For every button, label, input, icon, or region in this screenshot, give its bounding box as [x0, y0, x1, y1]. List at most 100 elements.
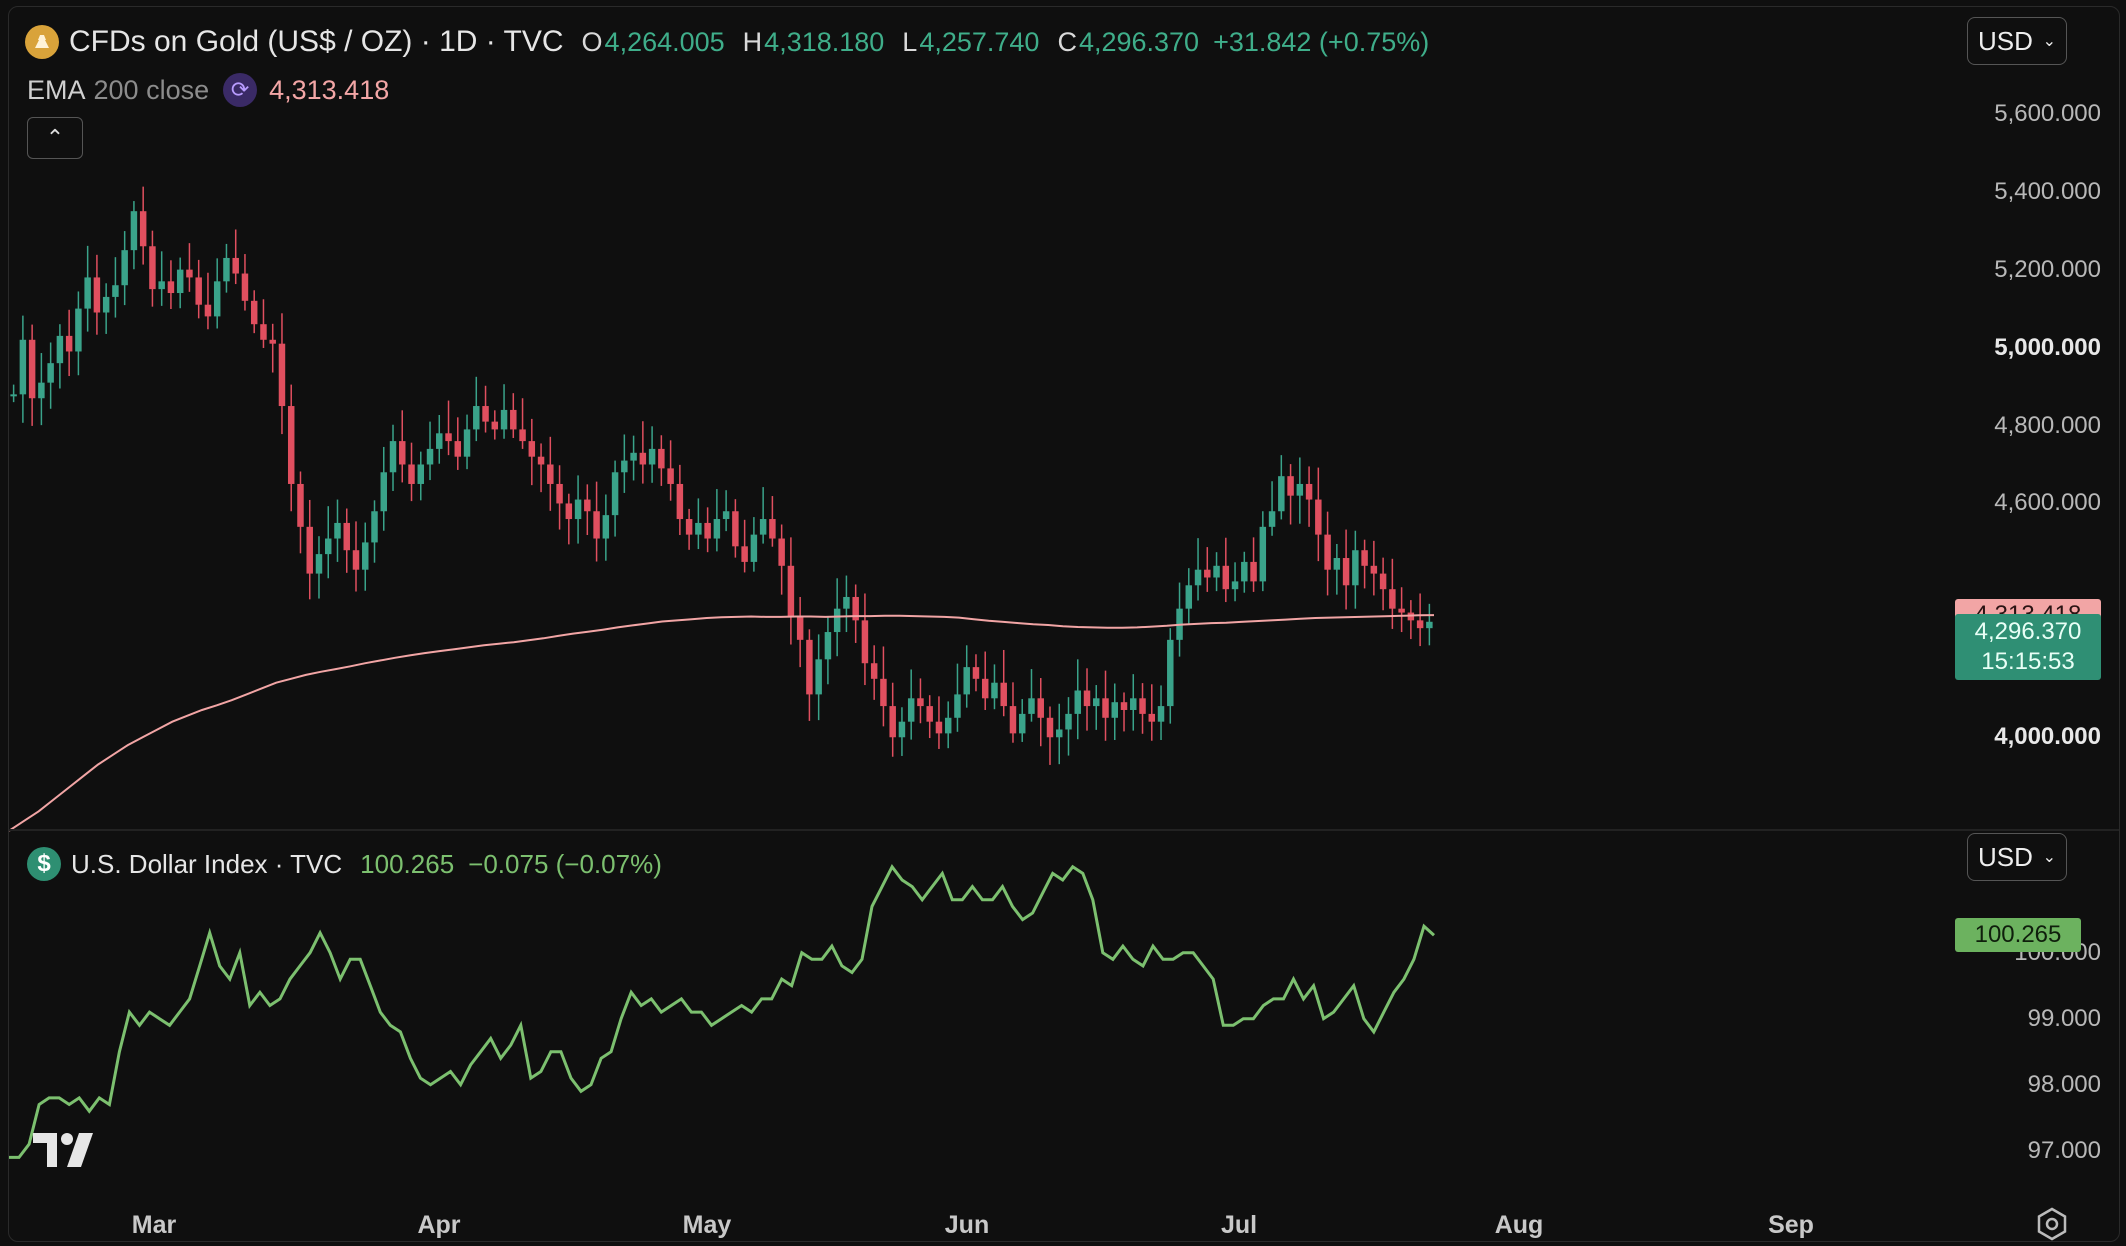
- candle-body: [1056, 729, 1063, 738]
- candle-body: [1028, 698, 1035, 714]
- candle-body: [695, 522, 702, 535]
- candle-body: [963, 667, 970, 695]
- candle-body: [667, 468, 674, 484]
- candle-body: [213, 281, 221, 317]
- gold-icon: [25, 25, 59, 59]
- symbol-title[interactable]: CFDs on Gold (US$ / OZ) · 1D · TVC: [69, 25, 564, 58]
- candle-body: [565, 503, 573, 520]
- candle-body: [287, 406, 295, 484]
- candle-body: [1037, 698, 1044, 718]
- candle-body: [1157, 706, 1165, 722]
- y-tick-label: 5,400.000: [1994, 177, 2101, 205]
- chart-canvas[interactable]: [9, 7, 2119, 1241]
- candle-body: [991, 682, 998, 699]
- high-value: 4,318.180: [764, 26, 885, 57]
- x-tick-label: Aug: [1494, 1211, 1544, 1239]
- candle-body: [1268, 511, 1276, 527]
- ema-name: EMA: [27, 74, 86, 105]
- candle-body: [158, 281, 165, 290]
- candle-body: [352, 550, 360, 570]
- tradingview-logo[interactable]: [33, 1133, 103, 1172]
- top-legend: CFDs on Gold (US$ / OZ) · 1D · TVC O 4,2…: [25, 25, 1429, 59]
- y-tick-label: 5,200.000: [1994, 255, 2101, 283]
- candle-body: [759, 519, 767, 535]
- candle-body: [1426, 621, 1433, 629]
- candle-body: [269, 339, 276, 344]
- close-value: 4,296.370: [1078, 26, 1200, 57]
- candle-body: [1361, 550, 1368, 566]
- candle-body: [436, 433, 443, 449]
- candle-body: [1000, 682, 1007, 707]
- pane-divider[interactable]: [9, 829, 2119, 831]
- currency-label: USD: [1978, 841, 2033, 872]
- candle-body: [1213, 565, 1220, 578]
- candle-body: [1259, 526, 1267, 582]
- candle-body: [917, 698, 924, 707]
- y-tick-label: 97.000: [2027, 1136, 2101, 1164]
- candle-body: [371, 511, 378, 543]
- candle-body: [491, 421, 499, 430]
- candle-body: [870, 663, 878, 679]
- y-tick-label: 99.000: [2027, 1004, 2101, 1032]
- candle-body: [1296, 483, 1304, 496]
- candle-body: [232, 257, 239, 274]
- candle-body: [334, 522, 341, 539]
- candle-body: [602, 515, 610, 539]
- candle-body: [815, 659, 822, 695]
- candle-body: [482, 406, 489, 422]
- candle-body: [621, 460, 628, 473]
- candle-body: [1278, 476, 1285, 512]
- candle-body: [704, 522, 711, 539]
- candle-body: [389, 441, 397, 473]
- candle-body: [130, 211, 138, 251]
- currency-select-top[interactable]: USD ⌄: [1967, 17, 2067, 65]
- candle-body: [787, 565, 795, 617]
- candle-body: [473, 406, 480, 430]
- candle-body: [1324, 534, 1331, 570]
- candle-body: [463, 429, 471, 457]
- dxy-price-tag: 100.265: [1955, 918, 2081, 953]
- candle-body: [93, 277, 101, 313]
- y-tick-label: 4,600.000: [1994, 489, 2101, 517]
- dxy-title[interactable]: U.S. Dollar Index · TVC: [71, 848, 343, 879]
- candle-body: [1018, 713, 1026, 734]
- candle-body: [1222, 565, 1230, 590]
- candle-body: [806, 639, 813, 695]
- y-tick-label: 5,000.000: [1994, 333, 2101, 361]
- candle-body: [907, 698, 915, 722]
- candle-body: [195, 277, 202, 305]
- candle-body: [648, 448, 656, 465]
- candle-body: [593, 511, 600, 539]
- chevron-down-icon: ⌄: [2042, 849, 2056, 866]
- candle-body: [796, 616, 804, 640]
- candle-body: [769, 519, 776, 539]
- candle-body: [981, 678, 989, 699]
- settings-icon[interactable]: [2035, 1207, 2069, 1241]
- open-value: 4,264.005: [604, 26, 725, 57]
- candle-body: [176, 269, 184, 294]
- sync-icon[interactable]: ⟳: [223, 73, 258, 107]
- candle-body: [519, 429, 526, 442]
- candle-body: [454, 441, 462, 457]
- dxy-change: −0.075 (−0.07%): [468, 848, 662, 879]
- candle-body: [1333, 558, 1341, 570]
- candle-body: [399, 441, 406, 465]
- last-price-value: 4,296.370: [1974, 617, 2082, 645]
- currency-select-bottom[interactable]: USD ⌄: [1967, 833, 2067, 881]
- close-label: C: [1057, 26, 1077, 57]
- y-tick-label: 98.000: [2027, 1070, 2101, 1098]
- collapse-legend-button[interactable]: ⌃: [27, 117, 83, 159]
- candle-body: [944, 717, 952, 734]
- chevron-up-icon: ⌃: [45, 125, 65, 150]
- candle-body: [362, 542, 369, 570]
- ema-legend[interactable]: EMA 200 close ⟳ 4,313.418: [27, 73, 389, 107]
- candle-body: [1194, 569, 1202, 586]
- candle-body: [1065, 713, 1072, 730]
- candle-body: [741, 546, 748, 562]
- ema-value: 4,313.418: [269, 74, 390, 105]
- candle-body: [528, 441, 536, 457]
- candle-body: [500, 409, 508, 430]
- candle-body: [10, 394, 17, 397]
- candle-body: [112, 285, 119, 297]
- candle-body: [84, 277, 91, 309]
